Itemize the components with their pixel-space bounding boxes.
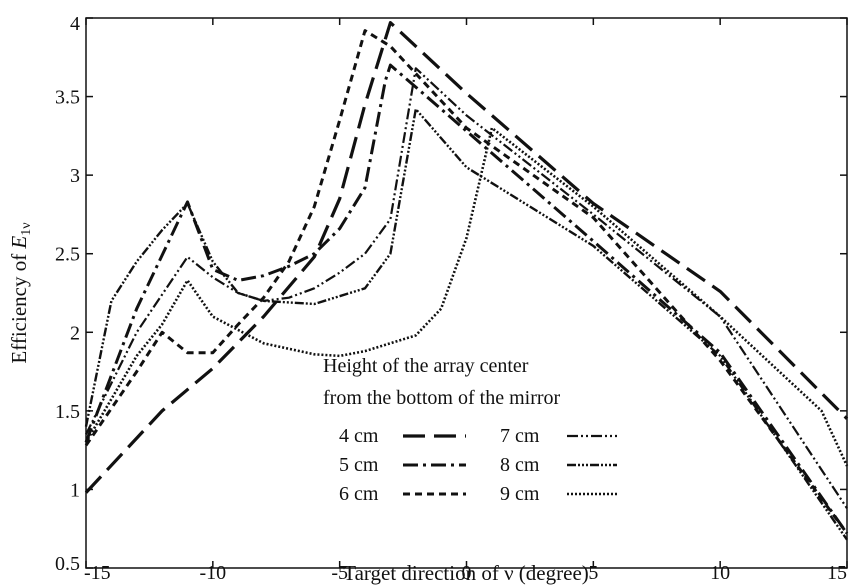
- y-axis-label-prefix: Efficiency of: [7, 249, 31, 364]
- y-tick-label: 4: [70, 13, 80, 35]
- x-tick-label: -5: [331, 562, 348, 584]
- y-tick-label: 1: [70, 479, 80, 501]
- axis-tick-labels: -15 -10 -5 0 5 10 15 0.5 1 1.5 2 2.5 3 3.5 4: [55, 13, 847, 584]
- x-axis-label: Target direction of ν (degree): [343, 561, 589, 585]
- legend-label: 8 cm: [500, 454, 540, 476]
- series-line-9-cm: [84, 126, 849, 467]
- x-tick-label: 10: [710, 562, 730, 584]
- series-line-8-cm: [84, 107, 848, 541]
- legend-item-9-cm: 9 cm: [500, 483, 617, 505]
- y-tick-label: 2: [70, 322, 80, 344]
- legend-item-5-cm: 5 cm: [339, 454, 466, 476]
- x-tick-label: 15: [827, 562, 847, 584]
- y-axis-label: Efficiency of E1ν: [7, 222, 34, 363]
- plot-frame: [85, 17, 848, 569]
- legend-item-8-cm: 8 cm: [500, 454, 617, 476]
- x-tick-label: 5: [588, 562, 598, 584]
- y-tick-label: 3: [70, 165, 80, 187]
- legend-item-7-cm: 7 cm: [500, 425, 617, 447]
- legend-label: 7 cm: [500, 425, 540, 447]
- series-layer: [84, 21, 849, 541]
- x-tick-label: -15: [84, 562, 111, 584]
- legend-title-line2: from the bottom of the mirror: [323, 387, 561, 409]
- series-line-4-cm: [84, 21, 849, 494]
- legend-label: 9 cm: [500, 483, 540, 505]
- y-axis-label-subscript: 1ν: [19, 222, 34, 235]
- x-tick-label: 0: [462, 562, 472, 584]
- legend-title-line1: Height of the array center: [323, 355, 529, 377]
- series-line-6-cm: [84, 29, 849, 535]
- y-tick-label: 2.5: [55, 244, 80, 266]
- legend-items: 4 cm 5 cm 6 cm 7 cm 8 cm 9 cm: [339, 425, 617, 505]
- y-tick-label: 3.5: [55, 87, 80, 109]
- y-tick-label: 0.5: [55, 553, 80, 575]
- series-line-7-cm: [85, 67, 848, 509]
- y-axis-label-symbol: E: [7, 236, 31, 250]
- legend-label: 4 cm: [339, 425, 379, 447]
- x-tick-label: -10: [199, 562, 226, 584]
- legend-item-6-cm: 6 cm: [339, 483, 466, 505]
- axis-ticks: [85, 17, 848, 569]
- legend-label: 6 cm: [339, 483, 379, 505]
- y-tick-label: 1.5: [55, 401, 80, 423]
- legend: Height of the array center from the bott…: [323, 355, 617, 505]
- legend-label: 5 cm: [339, 454, 379, 476]
- svg-text:Efficiency of E1ν: Efficiency of E1ν: [7, 222, 34, 363]
- legend-item-4-cm: 4 cm: [339, 425, 466, 447]
- series-line-5-cm: [84, 63, 849, 535]
